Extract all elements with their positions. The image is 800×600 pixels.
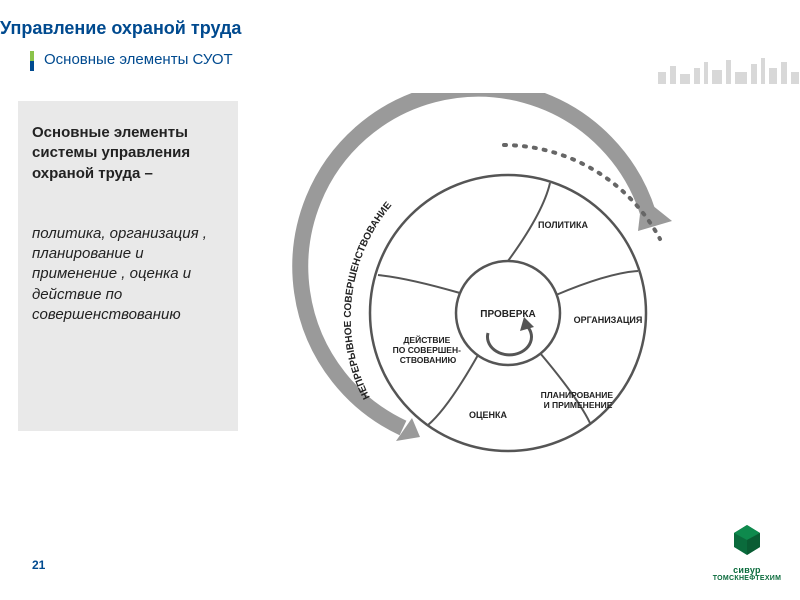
sector-label-3: ОЦЕНКА: [469, 410, 508, 420]
panel-italic-text: политика, организация , планирование и п…: [32, 224, 224, 325]
center-label: ПРОВЕРКА: [480, 309, 535, 320]
page-title: Управление охраной труда: [0, 18, 800, 39]
accent-bar: [30, 51, 34, 71]
panel-heading: Основные элементы системы управления охр…: [32, 123, 224, 184]
company-logo: сивур ТОМСКНЕФТЕХИМ: [712, 523, 782, 582]
logo-main-text: сивур: [712, 565, 782, 575]
page-number: 21: [32, 558, 45, 572]
sector-label-1: ОРГАНИЗАЦИЯ: [574, 315, 643, 325]
logo-sub-text: ТОМСКНЕФТЕХИМ: [712, 575, 782, 582]
skyline-graphic: [650, 52, 800, 84]
sector-label-2: ПЛАНИРОВАНИЕ И ПРИМЕНЕНИЕ: [541, 390, 616, 410]
info-panel: Основные элементы системы управления охр…: [18, 101, 238, 431]
page-subtitle: Основные элементы СУОТ: [44, 51, 233, 68]
cycle-diagram: НЕПРЕРЫВНОЕ СОВЕРШЕНСТВОВАНИЕ ПРОВЕРКА П…: [288, 93, 708, 463]
logo-icon: [730, 523, 764, 557]
sector-label-0: ПОЛИТИКА: [538, 220, 588, 230]
